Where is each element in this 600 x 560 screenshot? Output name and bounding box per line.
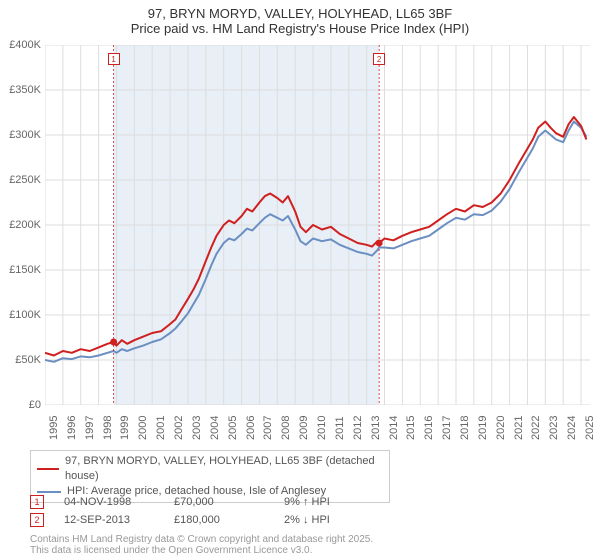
x-tick-label: 2005 xyxy=(227,416,239,440)
x-tick-label: 2011 xyxy=(334,416,346,440)
x-tick-label: 2016 xyxy=(423,416,435,440)
copyright: Contains HM Land Registry data © Crown c… xyxy=(30,534,373,556)
transaction-date: 04-NOV-1998 xyxy=(64,496,154,508)
x-tick-label: 2001 xyxy=(155,416,167,440)
copyright-line2: This data is licensed under the Open Gov… xyxy=(30,545,373,556)
y-tick-label: £300K xyxy=(9,129,41,141)
legend-row-1: 97, BRYN MORYD, VALLEY, HOLYHEAD, LL65 3… xyxy=(37,454,383,484)
x-tick-label: 2013 xyxy=(370,416,382,440)
chart-svg xyxy=(45,45,590,405)
x-tick-label: 2014 xyxy=(388,416,400,440)
x-tick-label: 2018 xyxy=(459,416,471,440)
transaction-marker: 1 xyxy=(30,495,44,509)
y-axis: £0£50K£100K£150K£200K£250K£300K£350K£400… xyxy=(0,45,45,405)
transaction-delta: 9% ↑ HPI xyxy=(284,496,374,508)
x-tick-label: 2019 xyxy=(477,416,489,440)
x-tick-label: 2004 xyxy=(209,416,221,440)
x-tick-label: 2008 xyxy=(280,416,292,440)
y-tick-label: £400K xyxy=(9,39,41,51)
transaction-row: 2 12-SEP-2013 £180,000 2% ↓ HPI xyxy=(30,511,374,529)
transaction-row: 1 04-NOV-1998 £70,000 9% ↑ HPI xyxy=(30,493,374,511)
x-tick-label: 2017 xyxy=(441,416,453,440)
copyright-line1: Contains HM Land Registry data © Crown c… xyxy=(30,534,373,545)
x-tick-label: 2012 xyxy=(352,416,364,440)
x-tick-label: 2023 xyxy=(548,416,560,440)
transaction-price: £180,000 xyxy=(174,514,264,526)
x-tick-label: 2021 xyxy=(513,416,525,440)
title-address: 97, BRYN MORYD, VALLEY, HOLYHEAD, LL65 3… xyxy=(0,6,600,21)
x-tick-label: 2024 xyxy=(566,416,578,440)
chart-container: 97, BRYN MORYD, VALLEY, HOLYHEAD, LL65 3… xyxy=(0,0,600,560)
transaction-date: 12-SEP-2013 xyxy=(64,514,154,526)
y-tick-label: £250K xyxy=(9,174,41,186)
transaction-price: £70,000 xyxy=(174,496,264,508)
x-tick-label: 1997 xyxy=(84,416,96,440)
y-tick-label: £0 xyxy=(29,399,41,411)
transaction-delta: 2% ↓ HPI xyxy=(284,514,374,526)
x-tick-label: 2010 xyxy=(316,416,328,440)
y-tick-label: £200K xyxy=(9,219,41,231)
chart-marker: 2 xyxy=(373,53,385,65)
title-subtitle: Price paid vs. HM Land Registry's House … xyxy=(0,21,600,36)
y-tick-label: £50K xyxy=(15,354,41,366)
y-tick-label: £350K xyxy=(9,84,41,96)
title-block: 97, BRYN MORYD, VALLEY, HOLYHEAD, LL65 3… xyxy=(0,0,600,38)
transaction-marker: 2 xyxy=(30,513,44,527)
y-tick-label: £150K xyxy=(9,264,41,276)
x-tick-label: 2025 xyxy=(584,416,596,440)
x-tick-label: 1996 xyxy=(66,416,78,440)
x-tick-label: 2007 xyxy=(262,416,274,440)
x-tick-label: 2002 xyxy=(173,416,185,440)
legend-swatch-1 xyxy=(37,468,59,470)
transaction-table: 1 04-NOV-1998 £70,000 9% ↑ HPI 2 12-SEP-2013 £… xyxy=(30,493,374,529)
x-tick-label: 2000 xyxy=(137,416,149,440)
x-tick-label: 1999 xyxy=(119,416,131,440)
x-tick-label: 2009 xyxy=(298,416,310,440)
chart-area: 12 xyxy=(45,45,590,405)
x-tick-label: 1998 xyxy=(102,416,114,440)
y-tick-label: £100K xyxy=(9,309,41,321)
chart-marker: 1 xyxy=(108,53,120,65)
x-tick-label: 2006 xyxy=(245,416,257,440)
x-axis: 1995 1996 1997 1998 1999 2000 2001 2002 2003 2004… xyxy=(45,408,590,448)
x-tick-label: 2003 xyxy=(191,416,203,440)
x-tick-label: 2020 xyxy=(495,416,507,440)
x-tick-label: 1995 xyxy=(48,416,60,440)
x-tick-label: 2022 xyxy=(530,416,542,440)
legend-label-1: 97, BRYN MORYD, VALLEY, HOLYHEAD, LL65 3… xyxy=(65,454,383,484)
x-tick-label: 2015 xyxy=(405,416,417,440)
